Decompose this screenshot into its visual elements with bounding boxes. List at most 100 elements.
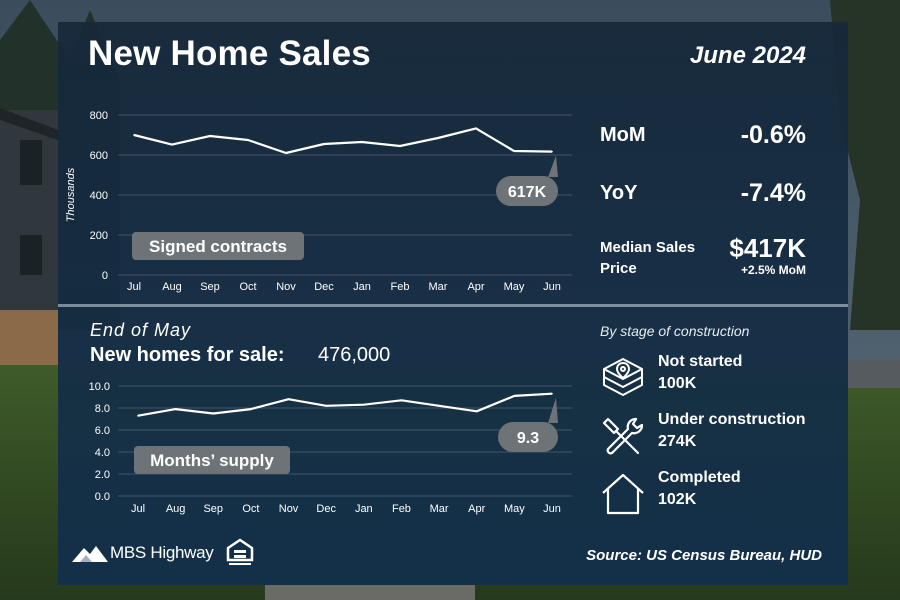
inventory-period: End of May <box>90 320 192 340</box>
signed-contracts-x-tick: Dec <box>314 281 334 293</box>
signed-contracts-svg: 0 200 400 600 800 Jul Aug Sep Oct Nov Dec Jan Feb Mar… <box>65 110 572 293</box>
brand-logo: MBS Highway <box>72 540 222 566</box>
signed-contracts-callout-bubble <box>496 176 558 206</box>
signed-contracts-x-tick: Apr <box>467 281 484 293</box>
signed-contracts-point <box>551 150 553 153</box>
months-supply-callout-text: 9.3 <box>517 430 539 447</box>
stage-name: Under construction <box>658 411 806 428</box>
months-supply-point <box>551 392 553 395</box>
signed-contracts-y-tick: 200 <box>90 230 108 242</box>
months-supply-x-tick: Oct <box>242 503 259 515</box>
stage-not-started: Not started 100K <box>600 353 830 403</box>
signed-contracts-series-line <box>133 127 553 155</box>
months-supply-point <box>325 405 327 407</box>
months-supply-point <box>363 403 365 406</box>
equal-housing-logo-icon <box>226 538 254 565</box>
yoy-label: YoY <box>600 182 638 204</box>
mom-label: MoM <box>600 124 646 146</box>
months-supply-callout-pointer <box>548 397 558 423</box>
signed-contracts-callout-pointer <box>548 155 558 177</box>
signed-contracts-chart: 0 200 400 600 800 Jul Aug Sep Oct Nov Dec Jan Feb Mar… <box>62 100 582 300</box>
signed-contracts-x-tick: May <box>504 281 525 293</box>
months-supply-y-tick: 0.0 <box>95 491 110 503</box>
signed-contracts-x-tick: Sep <box>200 281 220 293</box>
months-supply-point <box>174 408 177 410</box>
months-supply-callout-bubble <box>498 422 558 452</box>
signed-contracts-point <box>475 127 477 130</box>
signed-contracts-y-tick: 400 <box>90 190 108 202</box>
median-price-change: +2.5% MoM <box>740 263 806 277</box>
median-price-label-line1: Median Sales <box>600 239 696 256</box>
months-supply-y-tick: 10.0 <box>89 381 110 393</box>
stage-completed: Completed 102K <box>600 469 830 519</box>
months-supply-x-tick: Mar <box>430 503 449 515</box>
signed-contracts-y-axis-label: Thousands <box>65 167 77 222</box>
hammer-wrench-icon <box>602 417 644 455</box>
signed-contracts-point <box>437 137 439 139</box>
stage-value: 100K <box>658 375 697 392</box>
signed-contracts-x-tick: Nov <box>276 281 296 293</box>
stage-value: 102K <box>658 491 697 508</box>
signed-contracts-x-tick: Feb <box>391 281 410 293</box>
months-supply-chart: 0.0 2.0 4.0 6.0 8.0 10.0 Jul Aug Sep Oct Nov Dec Jan… <box>62 378 582 518</box>
signed-contracts-x-tick: Jan <box>353 281 371 293</box>
months-supply-x-tick: Jan <box>355 503 373 515</box>
months-supply-x-tick: Dec <box>316 503 336 515</box>
homes-for-sale-value: 476,000 <box>318 344 391 366</box>
infographic-panel <box>58 22 848 585</box>
median-price-label: Median Sales Price <box>600 237 720 279</box>
signed-contracts-point <box>285 152 287 154</box>
signed-contracts-point <box>247 139 249 141</box>
signed-contracts-x-tick: Jul <box>127 281 141 293</box>
house-plan-icon <box>603 358 643 396</box>
signed-contracts-point <box>513 150 515 152</box>
months-supply-point <box>438 405 440 407</box>
months-supply-x-tick: Nov <box>279 503 299 515</box>
signed-contracts-x-tick: Jun <box>543 281 561 293</box>
homes-for-sale-label: New homes for sale: <box>90 344 285 366</box>
stage-under-construction: Under construction 274K <box>600 411 830 461</box>
months-supply-point <box>212 412 215 415</box>
months-supply-series-label: Months’ supply <box>150 451 274 470</box>
months-supply-series-line <box>137 392 553 417</box>
signed-contracts-y-tick: 0 <box>102 270 108 282</box>
months-supply-series-label-pill <box>134 446 290 474</box>
months-supply-point <box>250 408 252 410</box>
signed-contracts-x-tick: Oct <box>239 281 256 293</box>
report-date: June 2024 <box>689 42 806 69</box>
months-supply-x-tick: Feb <box>392 503 411 515</box>
months-supply-point <box>475 410 478 413</box>
house-outline-icon <box>602 473 644 515</box>
months-supply-x-tick: Sep <box>203 503 223 515</box>
months-supply-y-tick: 8.0 <box>95 403 110 415</box>
months-supply-x-tick: Jul <box>131 503 145 515</box>
median-price-label-line2: Price <box>600 260 637 277</box>
signed-contracts-point <box>133 134 135 136</box>
signed-contracts-callout-text: 617K <box>508 184 547 201</box>
months-supply-svg: 0.0 2.0 4.0 6.0 8.0 10.0 Jul Aug Sep Oct Nov Dec Jan… <box>89 381 572 515</box>
months-supply-x-tick: Apr <box>468 503 485 515</box>
mom-value: -0.6% <box>740 121 806 149</box>
yoy-value: -7.4% <box>740 179 806 207</box>
signed-contracts-point <box>209 135 211 137</box>
months-supply-point <box>287 398 290 400</box>
stage-name: Completed <box>658 469 741 486</box>
signed-contracts-series-label: Signed contracts <box>149 237 287 256</box>
months-supply-point <box>137 414 139 417</box>
signed-contracts-y-tick: 600 <box>90 150 108 162</box>
months-supply-x-tick: Jun <box>543 503 561 515</box>
stage-value: 274K <box>658 433 697 450</box>
months-supply-point <box>513 395 516 397</box>
signed-contracts-point <box>361 141 363 143</box>
median-price-value: $417K <box>729 233 806 263</box>
section-divider <box>58 304 848 307</box>
stage-name: Not started <box>658 353 743 370</box>
signed-contracts-series-label-pill <box>132 232 304 260</box>
months-supply-x-tick: May <box>504 503 525 515</box>
stage-section-title: By stage of construction <box>600 323 750 339</box>
source-note: Source: US Census Bureau, HUD <box>586 547 822 564</box>
months-supply-point <box>400 399 403 402</box>
signed-contracts-y-tick: 800 <box>90 110 108 122</box>
page-title: New Home Sales <box>88 34 371 73</box>
signed-contracts-point <box>323 143 325 145</box>
